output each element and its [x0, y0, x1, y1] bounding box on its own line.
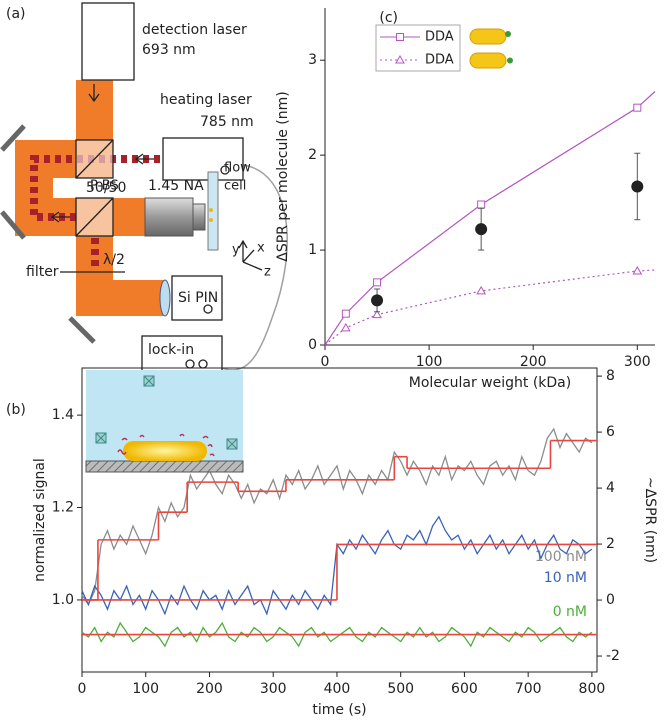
label: 50/50: [86, 180, 126, 196]
marker: [340, 322, 351, 332]
x-tick-label: 100: [416, 354, 443, 370]
plot-frame: [81, 367, 598, 673]
x-axis-title: time (s): [312, 702, 366, 718]
y-tick-label: 1.2: [52, 500, 74, 516]
molecule-icon: [507, 57, 513, 64]
label: filter: [26, 264, 59, 280]
optics: [50, 2, 263, 375]
label: z: [264, 265, 271, 280]
legend-marker: [396, 33, 404, 41]
label: heating laser: [160, 92, 252, 108]
inset: [85, 370, 244, 473]
x-tick-label: 800: [579, 681, 606, 697]
particle: [209, 218, 213, 222]
objective: [144, 197, 194, 237]
y2-tick-label: 2: [606, 536, 615, 552]
series-label: 100 nM: [535, 549, 587, 565]
marker: [477, 200, 486, 209]
legend-marker: [395, 54, 405, 64]
y2-tick-label: 8: [606, 368, 615, 384]
marker: [633, 103, 642, 112]
x-tick-label: 300: [624, 354, 651, 370]
marker: [476, 285, 487, 295]
label: P-BS: [90, 179, 119, 194]
marker: [372, 309, 382, 319]
y-tick-label: 1: [308, 242, 317, 258]
marker: [631, 180, 644, 193]
heating-beam: [30, 155, 160, 270]
lens: [159, 279, 171, 317]
x-tick-label: 0: [321, 354, 330, 370]
y-tick-label: 1.4: [52, 407, 74, 423]
objective-tip: [192, 203, 206, 231]
cable: [221, 164, 288, 371]
label: detection laser: [142, 22, 247, 38]
y2-tick-label: 0: [606, 592, 615, 608]
substrate: [85, 460, 244, 473]
data-line: [81, 621, 593, 648]
x-tick-label: 200: [520, 354, 547, 370]
legend-label: DDA: [425, 53, 454, 68]
series-label: 10 nM: [544, 570, 587, 586]
y-tick-label: 3: [308, 52, 317, 68]
y2-tick-label: -2: [606, 648, 620, 664]
nanorod-icon: [469, 28, 507, 45]
y2-axis-title: ~ΔSPR (nm): [642, 477, 658, 563]
data-line: [324, 91, 656, 346]
label: λ/2: [103, 252, 125, 268]
y2-tick-label: 4: [606, 480, 615, 496]
x-tick-label: 600: [451, 681, 478, 697]
chart: 0 100 200 300 0 1 2 3 Molecular weight (kDa) ΔSPR…: [275, 8, 656, 391]
label: y: [232, 243, 240, 258]
y-tick-label: 1.0: [52, 592, 74, 608]
panel-label: (c): [379, 10, 398, 26]
marker: [632, 265, 643, 275]
label: lock-in: [148, 342, 194, 358]
x-tick-label: 300: [260, 681, 287, 697]
marker: [341, 309, 350, 318]
y-tick-label: 2: [308, 147, 317, 163]
series-label: 0 nM: [553, 604, 587, 620]
x-tick-label: 200: [196, 681, 223, 697]
legend: DDA DDA: [375, 24, 513, 72]
marker: [373, 278, 382, 287]
analytes: [95, 375, 238, 450]
y-tick-label: 0: [308, 337, 317, 353]
legend-label: DDA: [425, 30, 454, 45]
y2-tick-label: 6: [606, 424, 615, 440]
x-tick-label: 400: [324, 681, 351, 697]
molecule-icon: [505, 31, 511, 37]
particle: [209, 208, 213, 212]
label: x: [257, 241, 265, 256]
nanorod: [123, 441, 207, 461]
x-tick-label: 700: [515, 681, 542, 697]
marker: [475, 223, 488, 236]
x-axis-title: Molecular weight (kDa): [409, 375, 571, 391]
setup-diagram: (a) detection laser 693 nm heating laser…: [0, 2, 288, 375]
x-tick-label: 0: [78, 681, 87, 697]
label: 785 nm: [200, 114, 254, 130]
molecules: [117, 433, 215, 457]
nanorod-icon: [469, 52, 507, 69]
label: 1.45 NA: [148, 178, 204, 194]
marker: [371, 294, 384, 307]
panel-label: (b): [6, 402, 26, 418]
y-axis-title: ΔSPR per molecule (nm): [275, 91, 291, 261]
y-axis-title: normalized signal: [32, 458, 48, 582]
panel-label: (a): [6, 6, 26, 22]
chart: 0 100 200 300 400 500 600 700 800 1.0 1.2 1.4 -2 0 2 4 6…: [6, 367, 658, 718]
x-tick-label: 500: [387, 681, 414, 697]
label: flow: [224, 161, 251, 176]
label: cell: [224, 179, 246, 194]
label: Si PIN: [178, 290, 218, 306]
label: 693 nm: [142, 42, 196, 58]
legend-box: [375, 24, 461, 72]
flow-cell: [207, 171, 219, 251]
mirrors: [0, 124, 96, 344]
x-tick-label: 100: [132, 681, 159, 697]
